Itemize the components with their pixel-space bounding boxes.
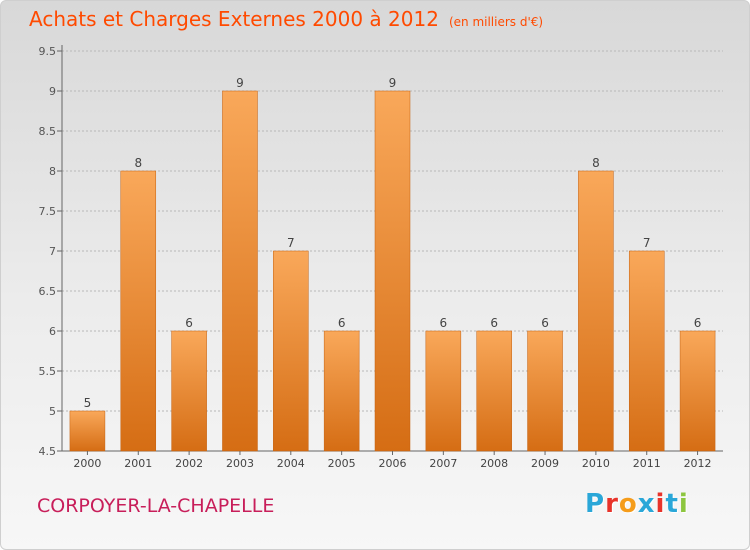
- logo-letter: t: [665, 489, 679, 519]
- x-tick-label: 2007: [429, 457, 457, 470]
- logo-letter: r: [605, 489, 619, 519]
- y-tick-label: 9.5: [39, 45, 57, 58]
- bar-value-label: 8: [592, 156, 600, 170]
- bar: [628, 250, 665, 452]
- bar-value-label: 7: [643, 236, 651, 250]
- commune-name: CORPOYER-LA-CHAPELLE: [37, 495, 275, 517]
- bar: [476, 330, 512, 452]
- bar: [69, 410, 106, 452]
- bar: [578, 170, 614, 452]
- bar: [222, 90, 258, 452]
- logo-letter: i: [678, 489, 689, 519]
- y-tick-label: 8: [49, 165, 56, 178]
- bar-value-label: 8: [134, 156, 142, 170]
- bar-value-label: 6: [338, 316, 346, 330]
- y-tick-label: 6: [49, 325, 56, 338]
- logo-letter: i: [655, 489, 666, 519]
- y-tick-label: 6.5: [39, 285, 57, 298]
- bar-value-label: 9: [389, 76, 397, 90]
- bar: [120, 170, 157, 452]
- bar-value-label: 7: [287, 236, 295, 250]
- x-tick-label: 2008: [480, 457, 508, 470]
- logo-letter: x: [637, 489, 656, 519]
- y-tick-label: 7: [49, 245, 56, 258]
- bar-value-label: 6: [185, 316, 193, 330]
- logo-letter: o: [618, 489, 638, 519]
- bar-value-label: 6: [541, 316, 549, 330]
- y-tick-label: 4.5: [39, 445, 57, 458]
- x-tick-label: 2009: [531, 457, 559, 470]
- proxiti-logo: Proxiti: [585, 489, 689, 519]
- bar-value-label: 9: [236, 76, 244, 90]
- x-tick-label: 2000: [73, 457, 101, 470]
- bar: [273, 250, 309, 452]
- bar-value-label: 6: [694, 316, 702, 330]
- x-tick-label: 2003: [226, 457, 254, 470]
- bar: [323, 330, 360, 452]
- x-tick-label: 2010: [582, 457, 610, 470]
- chart-title: Achats et Charges Externes 2000 à 2012 (e…: [29, 7, 543, 31]
- bar: [679, 330, 716, 452]
- y-tick-label: 5: [49, 405, 56, 418]
- bar: [171, 330, 207, 452]
- x-tick-label: 2012: [684, 457, 712, 470]
- x-tick-label: 2011: [633, 457, 661, 470]
- bar-value-label: 6: [440, 316, 448, 330]
- x-tick-label: 2004: [277, 457, 305, 470]
- x-tick-label: 2001: [124, 457, 152, 470]
- bar-value-label: 5: [84, 396, 92, 410]
- x-tick-label: 2002: [175, 457, 203, 470]
- x-tick-label: 2006: [379, 457, 407, 470]
- y-tick-label: 8.5: [39, 125, 57, 138]
- bar: [425, 330, 462, 452]
- chart-unit: (en milliers d'€): [448, 15, 544, 29]
- y-tick-label: 7.5: [39, 205, 57, 218]
- bar-value-label: 6: [490, 316, 498, 330]
- y-tick-label: 5.5: [39, 365, 57, 378]
- x-tick-label: 2005: [328, 457, 356, 470]
- logo-letter: P: [585, 489, 606, 519]
- chart-title-text: Achats et Charges Externes 2000 à 2012: [29, 7, 439, 31]
- bar: [527, 330, 563, 452]
- bar: [374, 90, 411, 452]
- y-tick-label: 9: [49, 85, 56, 98]
